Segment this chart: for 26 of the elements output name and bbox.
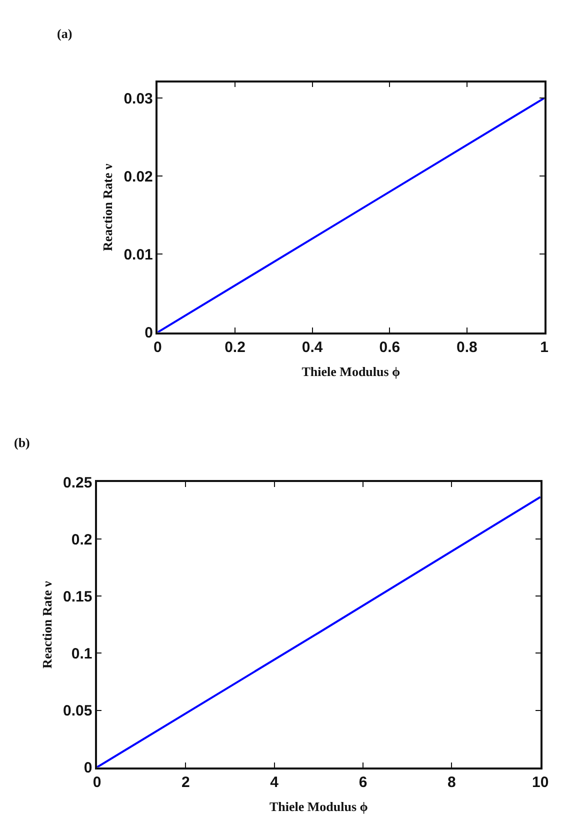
chart-title: (b) xyxy=(14,435,30,450)
y-axis-title: Reaction Rate ν xyxy=(39,580,54,668)
y-tick-label: 0.03 xyxy=(124,90,153,108)
y-tick-label: 0.02 xyxy=(124,168,153,186)
y-tick-label: 0.1 xyxy=(71,645,92,662)
x-tick-label: 10 xyxy=(532,774,549,792)
x-tick-label: 1 xyxy=(540,339,548,356)
y-tick-label: 0.01 xyxy=(124,246,153,264)
y-axis-title: Reaction Rate ν xyxy=(100,163,116,252)
x-tick-label: 0.8 xyxy=(456,339,478,356)
x-tick-label: 2 xyxy=(181,774,190,792)
y-tick-label: 0.05 xyxy=(63,702,92,720)
x-axis-title: Thiele Modulus ϕ xyxy=(302,364,400,380)
y-tick-label: 0 xyxy=(144,324,153,342)
x-tick-label: 6 xyxy=(358,774,368,792)
x-tick-label: 4 xyxy=(270,774,280,792)
x-axis-title: Thiele Modulus ϕ xyxy=(269,799,368,814)
x-tick-label: 8 xyxy=(448,774,456,792)
y-tick-label: 0.25 xyxy=(63,474,92,492)
x-tick-label: 0.4 xyxy=(302,339,324,356)
x-tick-label: 0.6 xyxy=(379,339,400,356)
y-tick-label: 0.15 xyxy=(63,588,92,606)
x-tick-label: 0.2 xyxy=(224,339,246,356)
chart-title: (a) xyxy=(57,26,72,41)
y-tick-label: 0.2 xyxy=(71,531,92,548)
y-tick-label: 0 xyxy=(84,760,92,777)
